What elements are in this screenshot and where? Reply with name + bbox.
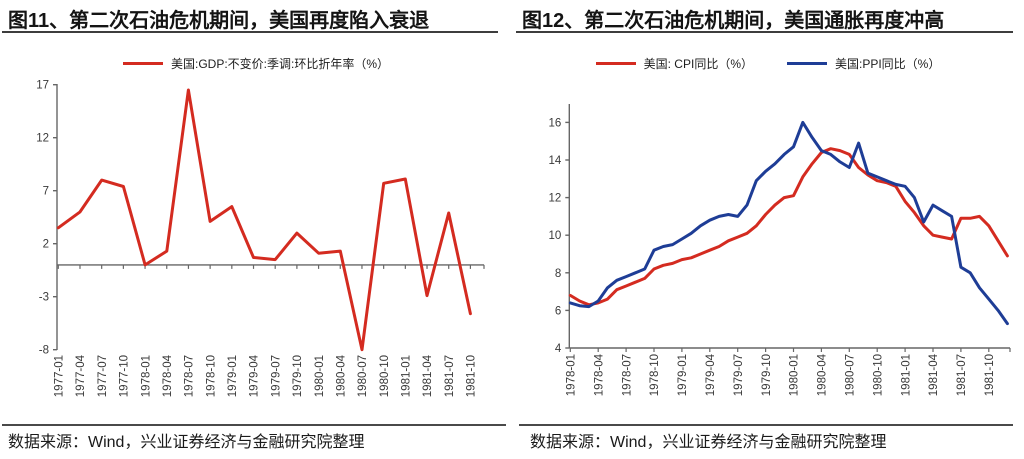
title-rule: [2, 31, 498, 33]
y-tick-label: 17: [36, 80, 49, 92]
title-rule: [516, 31, 1013, 33]
x-tick-label: 1977-10: [119, 355, 131, 397]
legend-entry-cpi: 美国: CPI同比（%）: [595, 55, 753, 72]
source-note-left: 数据来源：Wind，兴业证券经济与金融研究院整理: [8, 434, 365, 451]
x-tick-label: 1980-01: [314, 355, 326, 397]
x-tick-label: 1980-04: [817, 353, 829, 396]
y-tick-label: 12: [549, 193, 562, 205]
y-tick-label: 10: [549, 230, 562, 242]
x-tick-label: 1980-07: [845, 354, 857, 396]
x-tick-label: 1977-04: [75, 354, 87, 397]
x-tick-label: 1979-01: [227, 355, 239, 397]
x-tick-label: 1980-10: [379, 355, 391, 397]
legend-label-cpi: 美国: CPI同比（%）: [643, 57, 753, 71]
y-tick-label: -8: [39, 345, 49, 357]
legend-entry-gdp: 美国:GDP:不变价:季调:环比折年率（%）: [122, 55, 389, 72]
x-tick-label: 1980-10: [872, 354, 884, 396]
x-tick-label: 1980-01: [789, 354, 801, 396]
panel-inflation-chart: 图12、第二次石油危机期间，美国通胀再度冲高 美国: CPI同比（%） 美国:P…: [512, 0, 1024, 459]
x-tick-label: 1978-10: [649, 354, 661, 396]
legend-line-swatch-blue: [786, 62, 827, 65]
y-tick-label: 7: [43, 186, 49, 198]
source-note-right: 数据来源：Wind，兴业证券经济与金融研究院整理: [530, 434, 887, 451]
x-tick-label: 1979-07: [270, 355, 282, 397]
x-tick-label: 1981-01: [900, 354, 912, 396]
chart-title-inflation: 图12、第二次石油危机期间，美国通胀再度冲高: [522, 10, 945, 32]
x-tick-label: 1981-07: [956, 354, 968, 396]
x-tick-label: 1979-01: [677, 354, 689, 396]
x-tick-label: 1977-01: [54, 355, 66, 397]
series-line-gdp: [56, 88, 472, 352]
x-tick-label: 1978-04: [162, 354, 174, 397]
x-tick-label: 1979-04: [249, 354, 261, 397]
x-tick-label: 1978-07: [621, 354, 633, 396]
x-tick-label: 1979-10: [292, 355, 304, 397]
y-tick-label: 16: [549, 117, 562, 129]
y-tick-label: 14: [549, 155, 562, 167]
inflation-line-chart: 16 14 12 10 8 6 4 1978-01 1978-04 1978-07 1978-10 1…: [549, 104, 1011, 396]
x-tick-label: 1981-10: [466, 355, 478, 397]
legend-entry-ppi: 美国:PPI同比（%）: [786, 55, 941, 72]
series-line-cpi: [568, 147, 1009, 307]
x-tick-label: 1978-07: [184, 355, 196, 397]
x-tick-label: 1979-07: [733, 354, 745, 396]
x-tick-label: 1980-04: [335, 354, 347, 397]
x-tick-label: 1981-04: [928, 353, 940, 396]
legend-gdp: 美国:GDP:不变价:季调:环比折年率（%）: [0, 55, 512, 72]
legend-line-swatch-red: [595, 62, 636, 65]
gdp-line-chart: 17 12 7 2 -3 -8 1977-01 1977-04 1977-07 1977-10 19…: [36, 80, 485, 397]
x-tick-label: 1978-01: [140, 355, 152, 397]
x-tick-label: 1978-01: [566, 354, 578, 396]
x-tick-label: 1981-10: [984, 354, 996, 396]
y-tick-label: 12: [36, 133, 49, 145]
x-tick-label: 1978-10: [205, 355, 217, 397]
y-tick-label: -3: [39, 292, 49, 304]
source-rule: [2, 424, 506, 426]
source-rule: [519, 424, 1013, 426]
legend-inflation: 美国: CPI同比（%） 美国:PPI同比（%）: [512, 55, 1024, 72]
x-tick-label: 1981-07: [444, 355, 456, 397]
x-tick-label: 1979-10: [761, 354, 773, 396]
x-tick-label: 1981-04: [422, 354, 434, 397]
x-tick-label: 1981-01: [401, 355, 413, 397]
y-tick-label: 4: [555, 343, 562, 355]
chart-title-gdp: 图11、第二次石油危机期间，美国再度陷入衰退: [8, 10, 430, 32]
x-tick-label: 1977-07: [97, 355, 109, 397]
legend-label-ppi: 美国:PPI同比（%）: [834, 57, 941, 71]
legend-label-gdp: 美国:GDP:不变价:季调:环比折年率（%）: [170, 57, 389, 71]
x-tick-label: 1979-04: [705, 353, 717, 396]
y-tick-label: 6: [555, 305, 561, 317]
series-line-ppi: [568, 120, 1009, 326]
y-tick-label: 8: [555, 268, 561, 280]
x-tick-label: 1980-07: [357, 355, 369, 397]
legend-line-swatch-red: [122, 62, 163, 65]
panel-gdp-chart: 图11、第二次石油危机期间，美国再度陷入衰退 美国:GDP:不变价:季调:环比折…: [0, 10, 512, 451]
x-tick-label: 1978-04: [593, 353, 605, 396]
y-tick-label: 2: [43, 239, 49, 251]
